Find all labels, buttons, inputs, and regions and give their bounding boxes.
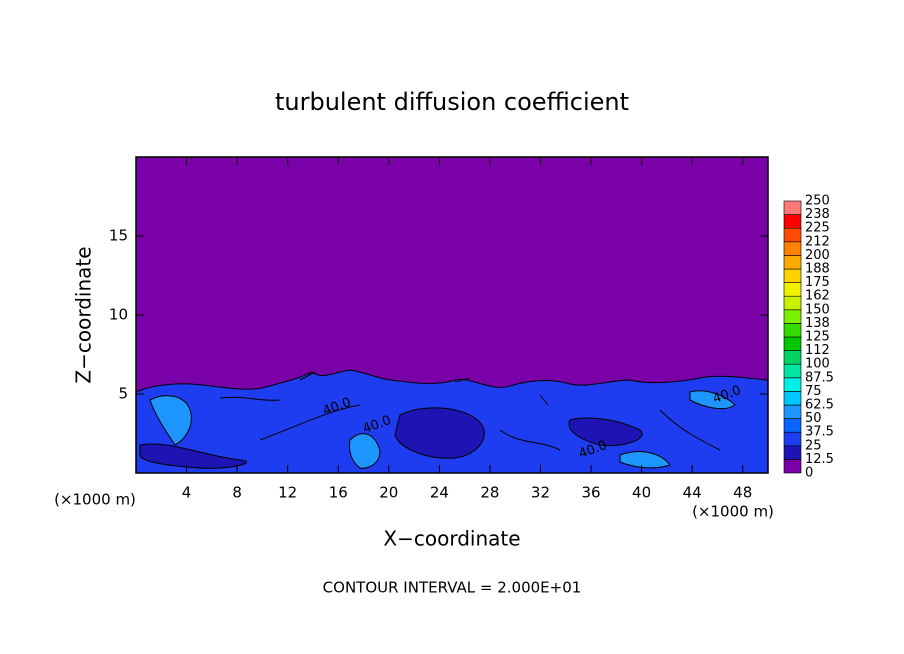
colorbar-label: 37.5 bbox=[805, 425, 834, 440]
colorbar-label: 212 bbox=[805, 234, 830, 249]
colorbar-label: 175 bbox=[805, 275, 830, 290]
x-tick-label: 48 bbox=[733, 484, 752, 502]
colorbar-swatch bbox=[783, 391, 802, 406]
x-unit: (×1000 m) bbox=[54, 491, 136, 509]
x-tick-label: 44 bbox=[683, 484, 702, 502]
field-region bbox=[139, 407, 643, 469]
y-tick-label: 10 bbox=[109, 306, 128, 324]
x-unit: (×1000 m) bbox=[692, 503, 774, 521]
colorbar-label: 87.5 bbox=[805, 370, 834, 385]
colorbar-swatch bbox=[783, 295, 802, 311]
colorbar-swatch bbox=[783, 282, 802, 297]
colorbar-label: 188 bbox=[805, 262, 830, 277]
x-tick-label: 4 bbox=[182, 484, 192, 502]
footer: CONTOUR INTERVAL = 2.000E+01 bbox=[323, 579, 582, 597]
colorbar-label: 75 bbox=[805, 384, 822, 399]
x-tick-label: 40 bbox=[632, 484, 651, 502]
colorbar-label: 225 bbox=[805, 221, 830, 236]
colorbar-swatch bbox=[783, 200, 802, 215]
colorbar-label: 0 bbox=[805, 466, 813, 481]
colorbar-label: 238 bbox=[805, 207, 830, 222]
colorbar-label: 200 bbox=[805, 248, 830, 263]
colorbar-swatch bbox=[783, 268, 802, 283]
colorbar-swatch bbox=[783, 363, 802, 379]
colorbar-label: 12.5 bbox=[805, 452, 834, 467]
colorbar-swatch bbox=[783, 309, 802, 324]
colorbar-swatch bbox=[783, 227, 802, 243]
colorbar-label: 62.5 bbox=[805, 398, 834, 413]
field-region bbox=[219, 371, 721, 451]
colorbar-label: 150 bbox=[805, 302, 830, 317]
y-tick-label: 5 bbox=[118, 385, 128, 403]
colorbar-swatch bbox=[783, 459, 802, 474]
x-tick-label: 16 bbox=[329, 484, 348, 502]
colorbar-label: 50 bbox=[805, 411, 822, 426]
x-tick-label: 24 bbox=[430, 484, 449, 502]
colorbar-label: 162 bbox=[805, 289, 830, 304]
y-tick-label: 15 bbox=[109, 227, 128, 245]
colorbar-swatch bbox=[783, 241, 802, 256]
x-axis-label: X−coordinate bbox=[383, 527, 520, 551]
colorbar-swatch bbox=[783, 377, 802, 392]
colorbar-label: 112 bbox=[805, 343, 830, 358]
colorbar-swatch bbox=[783, 418, 802, 433]
colorbar-swatch bbox=[783, 404, 802, 419]
colorbar-swatch bbox=[783, 336, 802, 351]
x-tick-label: 20 bbox=[379, 484, 398, 502]
field-region bbox=[149, 390, 736, 469]
x-tick-label: 12 bbox=[278, 484, 297, 502]
y-axis-label: Z−coordinate bbox=[72, 246, 96, 383]
chart-title: turbulent diffusion coefficient bbox=[275, 88, 629, 116]
colorbar-label: 250 bbox=[805, 194, 830, 209]
x-tick-label: 8 bbox=[232, 484, 242, 502]
colorbar-swatch bbox=[783, 323, 802, 338]
colorbar-label: 25 bbox=[805, 438, 822, 453]
colorbar-swatch bbox=[783, 350, 802, 365]
colorbar-swatch bbox=[783, 431, 802, 447]
colorbar-swatch bbox=[783, 445, 802, 460]
x-tick-label: 32 bbox=[531, 484, 550, 502]
colorbar-swatch bbox=[783, 255, 802, 270]
x-tick-label: 36 bbox=[581, 484, 600, 502]
colorbar-swatch bbox=[783, 214, 802, 229]
colorbar-label: 125 bbox=[805, 330, 830, 345]
x-tick-label: 28 bbox=[480, 484, 499, 502]
colorbar-label: 138 bbox=[805, 316, 830, 331]
colorbar-label: 100 bbox=[805, 357, 830, 372]
